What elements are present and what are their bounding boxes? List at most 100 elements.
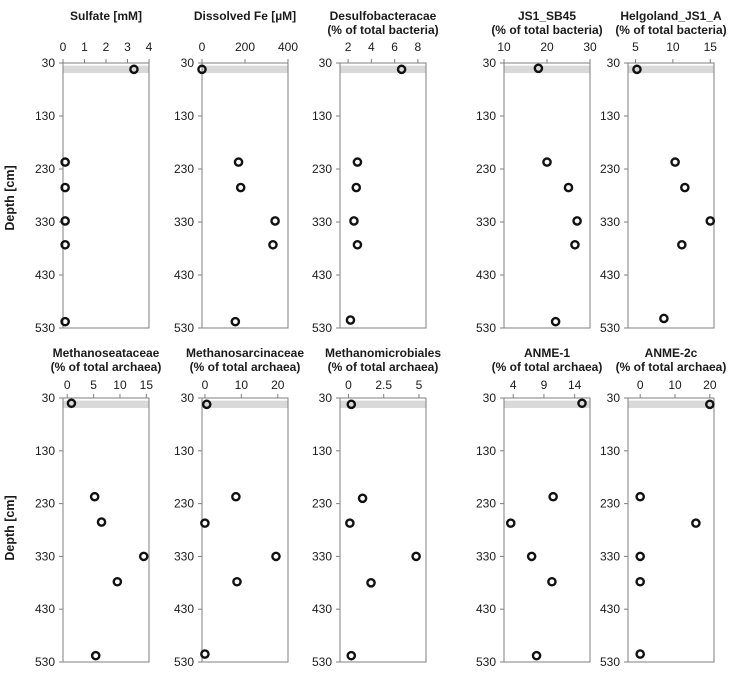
x-tick-label: 20 xyxy=(540,40,554,54)
y-tick-label: 430 xyxy=(174,268,194,282)
data-point xyxy=(357,493,368,504)
plot-frame xyxy=(627,62,715,329)
y-tick-label: 430 xyxy=(312,268,332,282)
x-tick-label: 10 xyxy=(235,378,249,392)
panel-title: Dissolved Fe [µM] xyxy=(194,9,296,23)
plot-frame xyxy=(62,62,150,329)
panel-title: Sulfate [mM] xyxy=(70,9,142,23)
y-tick-label: 330 xyxy=(312,549,332,563)
y-tick-label: 30 xyxy=(42,56,56,70)
y-tick-label: 30 xyxy=(181,391,195,405)
data-point xyxy=(635,649,645,659)
x-tick-label: 5 xyxy=(90,378,97,392)
data-point xyxy=(691,518,701,528)
y-tick-label: 130 xyxy=(476,109,496,123)
data-point xyxy=(349,216,359,226)
data-point xyxy=(60,316,70,327)
depth-band xyxy=(504,400,590,409)
x-tick-label: 400 xyxy=(278,40,298,54)
y-tick-label: 130 xyxy=(35,109,55,123)
x-tick-label: 15 xyxy=(704,40,718,54)
y-tick-label: 430 xyxy=(600,602,620,616)
panel-3: Desulfobacteracae(% of total bacteria) 2 4… xyxy=(312,9,439,335)
depth-band xyxy=(340,400,426,409)
y-axis-label: Depth [cm] xyxy=(3,495,17,560)
panel-title: (% of total bacteria) xyxy=(491,23,602,37)
data-point xyxy=(90,650,101,661)
plot-frame xyxy=(201,62,289,329)
plot-frame xyxy=(339,62,427,329)
y-tick-label: 430 xyxy=(600,268,620,282)
y-tick-label: 330 xyxy=(35,215,55,229)
data-point xyxy=(200,649,210,659)
panel-title: (% of total bacteria) xyxy=(615,23,726,37)
x-tick-label: 30 xyxy=(583,40,597,54)
plot-frame xyxy=(627,397,715,663)
y-tick-label: 530 xyxy=(476,321,496,335)
x-tick-label: 10 xyxy=(497,40,511,54)
data-point xyxy=(271,551,281,562)
data-point xyxy=(352,239,363,250)
x-tick-label: 10 xyxy=(113,378,127,392)
data-point xyxy=(201,399,212,410)
data-point xyxy=(680,182,690,193)
data-point xyxy=(345,315,356,325)
data-point xyxy=(200,518,210,528)
x-tick-label: 0 xyxy=(345,378,352,392)
y-tick-label: 30 xyxy=(483,56,497,70)
panel-4: JS1_SB45(% of total bacteria) 10 20 30 30 130… xyxy=(476,9,603,335)
data-point xyxy=(542,157,552,167)
y-tick-label: 230 xyxy=(174,162,194,176)
depth-band xyxy=(340,65,426,74)
panel-title: Desulfobacteracae xyxy=(330,9,437,23)
y-tick-label: 130 xyxy=(476,444,496,458)
y-tick-label: 230 xyxy=(476,162,496,176)
y-tick-label: 430 xyxy=(35,268,55,282)
depth-band xyxy=(202,400,288,409)
panel-9: ANME-1(% of total archaea) 4 9 14 30 130 230 33… xyxy=(476,346,602,669)
panel-title: ANME-1 xyxy=(524,346,570,360)
x-tick-label: 5 xyxy=(632,40,639,54)
data-point xyxy=(632,64,642,75)
data-point xyxy=(230,316,241,327)
data-point xyxy=(60,157,70,167)
x-tick-label: 10 xyxy=(668,378,682,392)
data-point xyxy=(60,216,70,226)
panel-title: (% of total bacteria) xyxy=(327,23,438,37)
data-point xyxy=(577,398,587,409)
y-tick-label: 330 xyxy=(600,215,620,229)
data-point xyxy=(345,518,355,528)
data-point xyxy=(705,399,715,410)
x-tick-label: 200 xyxy=(235,40,255,54)
y-tick-label: 30 xyxy=(483,391,497,405)
y-tick-label: 230 xyxy=(476,497,496,511)
y-tick-label: 330 xyxy=(476,215,496,229)
y-tick-label: 130 xyxy=(35,444,55,458)
y-tick-label: 130 xyxy=(600,444,620,458)
x-tick-label: 10 xyxy=(666,40,680,54)
panel-title: (% of total archaea) xyxy=(492,360,603,374)
data-point xyxy=(526,551,537,562)
x-tick-label: 8 xyxy=(415,40,422,54)
plot-frame xyxy=(339,397,427,663)
y-tick-label: 130 xyxy=(312,109,332,123)
panel-title: ANME-2c xyxy=(645,346,698,360)
plot-frame xyxy=(201,397,289,663)
data-point xyxy=(60,182,70,193)
panel-title: Methanomicrobiales xyxy=(325,346,441,360)
y-tick-label: 230 xyxy=(35,497,55,511)
y-tick-label: 430 xyxy=(476,602,496,616)
panel-8: Methanomicrobiales(% of total archaea) 0 2… xyxy=(312,346,441,669)
y-tick-label: 30 xyxy=(607,56,621,70)
plot-frame xyxy=(503,62,591,329)
data-point xyxy=(548,491,558,502)
panel-title: (% of total archaea) xyxy=(328,360,439,374)
panel-title: (% of total archaea) xyxy=(190,360,301,374)
data-point xyxy=(235,182,246,193)
x-tick-label: 1 xyxy=(81,40,88,54)
panel-title: Methanosarcinaceae xyxy=(186,346,304,360)
x-tick-label: 2 xyxy=(103,40,110,54)
x-tick-label: 0 xyxy=(202,378,209,392)
